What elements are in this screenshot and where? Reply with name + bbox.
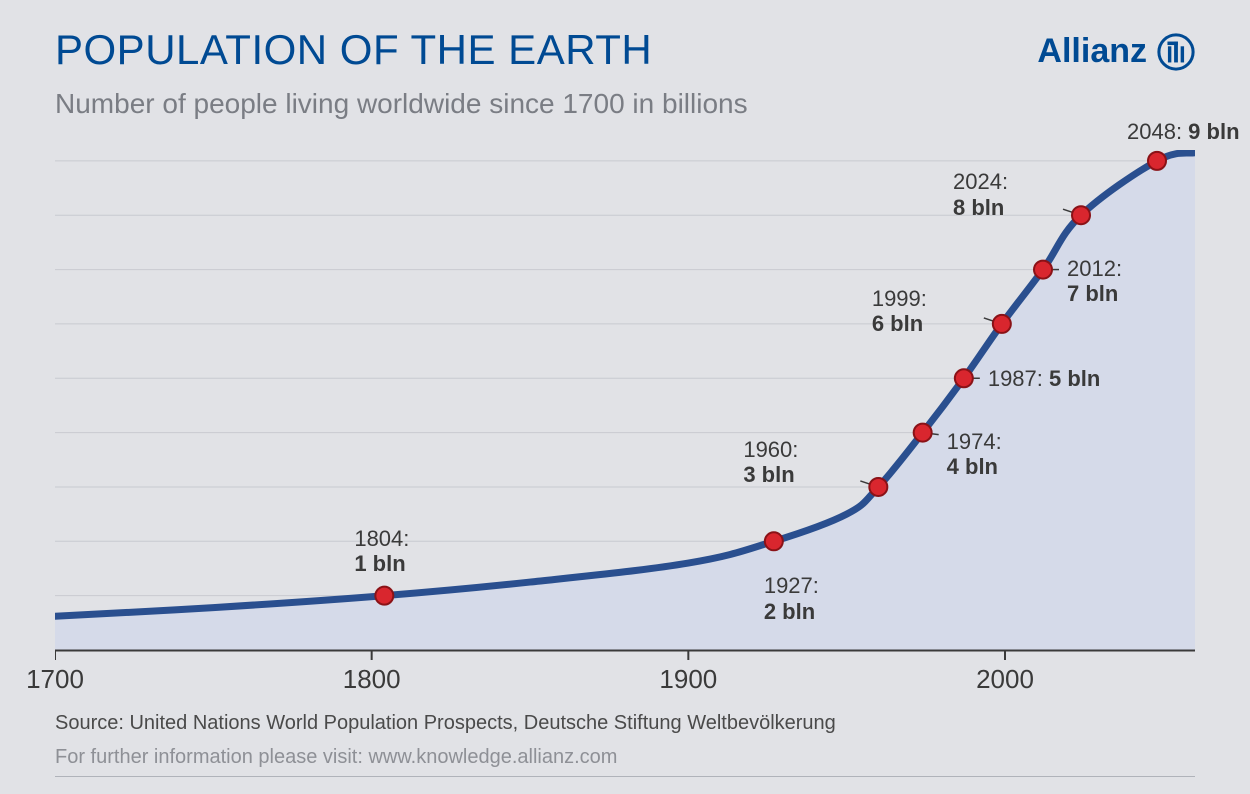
- milestone-annotation: 1987: 5 bln: [988, 366, 1101, 391]
- population-chart: 17001800190020001804:1 bln1927:2 bln1960…: [55, 150, 1195, 690]
- milestone-marker: [993, 315, 1011, 333]
- milestone-annotation: 2048: 9 bln: [1127, 119, 1240, 144]
- area-fill: [55, 153, 1195, 650]
- milestone-marker: [765, 532, 783, 550]
- milestone-marker: [955, 369, 973, 387]
- milestone-marker: [375, 587, 393, 605]
- x-axis-label: 1700: [26, 664, 84, 695]
- source-text: Source: United Nations World Population …: [55, 712, 836, 735]
- milestone-marker: [1148, 152, 1166, 170]
- chart-svg: [55, 150, 1195, 690]
- milestone-annotation: 1927:2 bln: [764, 573, 819, 624]
- milestone-annotation: 2024:8 bln: [953, 169, 1008, 220]
- more-info-text: For further information please visit: ww…: [55, 746, 617, 769]
- milestone-annotation: 1960:3 bln: [743, 437, 798, 488]
- milestone-annotation: 1974:4 bln: [947, 429, 1002, 480]
- chart-subtitle: Number of people living worldwide since …: [55, 88, 748, 120]
- x-axis-label: 1900: [659, 664, 717, 695]
- brand-name: Allianz: [1037, 32, 1147, 71]
- x-axis-label: 1800: [343, 664, 401, 695]
- infographic-canvas: POPULATION OF THE EARTH Number of people…: [0, 0, 1250, 794]
- milestone-annotation: 1999:6 bln: [872, 286, 927, 337]
- milestone-annotation: 1804:1 bln: [354, 526, 409, 577]
- milestone-marker: [914, 424, 932, 442]
- milestone-marker: [869, 478, 887, 496]
- chart-title: POPULATION OF THE EARTH: [55, 26, 652, 74]
- footer-divider: [55, 776, 1195, 777]
- milestone-marker: [1034, 261, 1052, 279]
- allianz-logo-icon: [1157, 33, 1195, 71]
- milestone-marker: [1072, 206, 1090, 224]
- x-axis-label: 2000: [976, 664, 1034, 695]
- brand-lockup: Allianz: [1037, 32, 1195, 71]
- milestone-annotation: 2012:7 bln: [1067, 256, 1122, 307]
